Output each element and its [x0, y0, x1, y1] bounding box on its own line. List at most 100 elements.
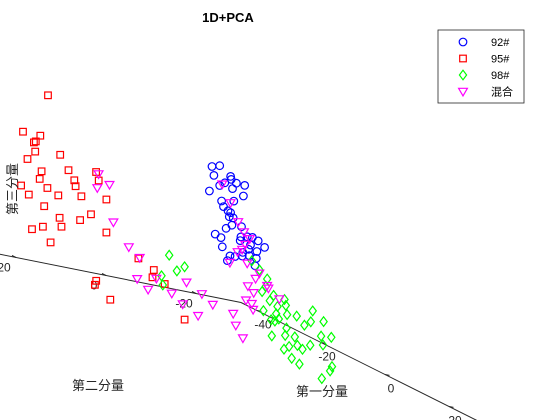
data-point [177, 300, 189, 310]
data-point [253, 269, 265, 279]
data-point [31, 147, 40, 156]
data-point [300, 319, 309, 331]
y-axis-label: 第二分量 [72, 379, 124, 394]
legend-label: 98# [491, 70, 510, 82]
data-point [326, 331, 336, 344]
legend-marker [459, 54, 467, 63]
data-point [148, 273, 157, 282]
data-point [123, 243, 135, 253]
data-point [36, 131, 45, 140]
data-point [180, 315, 189, 324]
data-point [237, 334, 249, 344]
data-point [54, 191, 63, 200]
x-tick-label: 20 [448, 414, 462, 420]
data-point [46, 238, 55, 247]
data-point [196, 290, 208, 300]
data-point [149, 266, 158, 274]
data-point [92, 168, 101, 176]
x-tick-mark [448, 406, 454, 408]
series-2-points [17, 91, 189, 324]
data-point [273, 295, 285, 305]
data-point [316, 330, 326, 342]
data-point [142, 285, 154, 296]
data-point [31, 137, 40, 146]
data-point [35, 175, 44, 183]
data-point [102, 195, 111, 204]
data-point [209, 170, 219, 180]
data-point [248, 289, 260, 299]
data-point [19, 127, 27, 136]
data-point [287, 352, 297, 365]
data-point [227, 220, 237, 230]
data-point [172, 265, 182, 277]
data-point [215, 161, 225, 171]
data-point [257, 285, 267, 298]
data-point [236, 245, 248, 256]
legend-marker [458, 69, 468, 81]
data-points [17, 91, 337, 385]
data-point [107, 218, 119, 228]
data-point [229, 196, 239, 206]
data-point [93, 170, 105, 180]
legend-label: 92# [491, 37, 510, 49]
data-point [180, 261, 189, 273]
data-point [158, 279, 168, 291]
data-point [246, 299, 258, 310]
data-point [87, 210, 95, 219]
data-point [290, 331, 300, 343]
data-point [292, 310, 302, 322]
data-point [240, 180, 250, 190]
data-point [76, 216, 85, 225]
data-point [259, 304, 268, 317]
data-point [131, 275, 143, 285]
data-point [43, 184, 52, 192]
data-point [216, 180, 228, 190]
legend-label: 混合 [491, 85, 513, 99]
data-point [92, 276, 101, 285]
data-point [237, 222, 246, 232]
data-point [90, 280, 99, 289]
data-point [207, 300, 219, 311]
data-point [327, 360, 337, 373]
data-point [242, 232, 252, 242]
data-point [104, 180, 115, 191]
data-point [284, 340, 294, 353]
series-3-points [157, 249, 337, 385]
data-point [28, 225, 36, 234]
data-point [70, 176, 79, 185]
legend-label: 95# [491, 54, 510, 66]
data-point [227, 309, 239, 320]
data-point [308, 305, 318, 317]
data-point [252, 247, 262, 256]
x-axis-label: 第一分量 [296, 385, 348, 400]
data-point [260, 242, 270, 252]
data-point [224, 212, 234, 222]
data-point [231, 178, 241, 188]
chart-title: 1D+PCA [202, 10, 254, 25]
data-point [217, 242, 227, 252]
data-point [222, 256, 232, 266]
data-point [30, 138, 38, 147]
data-point [64, 166, 73, 175]
axis-labels: 第一分量 第二分量 第三分量 [6, 163, 348, 400]
data-point [226, 208, 236, 218]
data-point [319, 315, 328, 328]
data-point [317, 372, 327, 385]
data-point [235, 236, 245, 246]
y-tick-mark [101, 273, 107, 276]
data-point [106, 295, 115, 304]
data-point [57, 222, 66, 231]
data-point [298, 343, 307, 356]
x-tick-mark [384, 374, 390, 376]
data-point [228, 184, 237, 194]
data-point [305, 339, 315, 352]
x-axis-line [240, 302, 478, 420]
data-point [17, 181, 25, 190]
data-point [318, 339, 328, 351]
data-point [217, 196, 227, 206]
data-point [232, 248, 244, 258]
data-point [24, 190, 33, 199]
data-point [207, 162, 217, 171]
